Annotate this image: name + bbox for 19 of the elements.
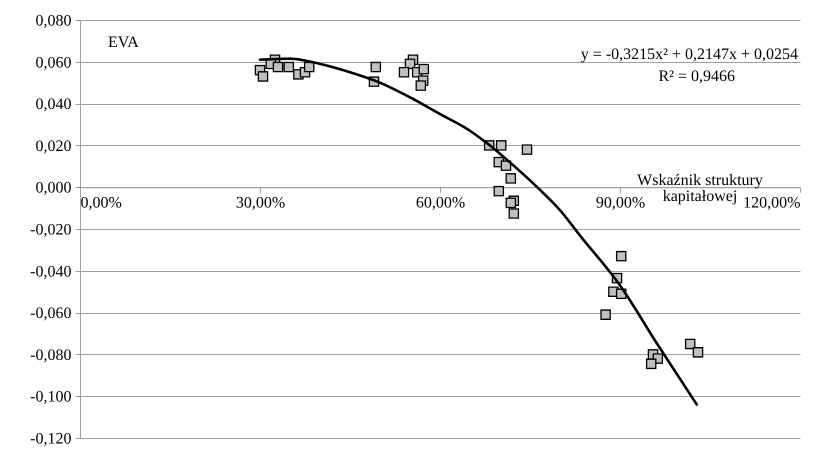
x-tick-label: 120,00% <box>743 194 800 212</box>
y-tick-label: -0,060 <box>30 305 72 322</box>
x-tick-label: 0,00% <box>80 194 122 212</box>
x-tick-label: 30,00% <box>236 194 286 212</box>
y-tick-label: -0,100 <box>30 388 72 406</box>
y-tick-label: -0,120 <box>30 430 72 448</box>
y-tick-label: -0,080 <box>30 346 72 364</box>
y-axis-title: EVA <box>108 34 140 51</box>
y-tick-label: -0,020 <box>30 222 72 238</box>
annotation: y = -0,3215x² + 0,2147x + 0,0254 <box>580 46 798 63</box>
x-tick-label: 90,00% <box>596 194 646 212</box>
y-tick-label: -0,040 <box>30 263 72 280</box>
y-tick-label: 0,060 <box>36 54 72 72</box>
y-tick-label: 0,000 <box>36 180 72 197</box>
y-tick-label: 0,040 <box>36 96 72 114</box>
annotation: R² = 0,9466 <box>658 68 735 85</box>
y-tick-label: 0,080 <box>36 12 72 30</box>
x-tick-label: 60,00% <box>416 194 466 212</box>
y-tick-label: 0,020 <box>36 138 72 155</box>
